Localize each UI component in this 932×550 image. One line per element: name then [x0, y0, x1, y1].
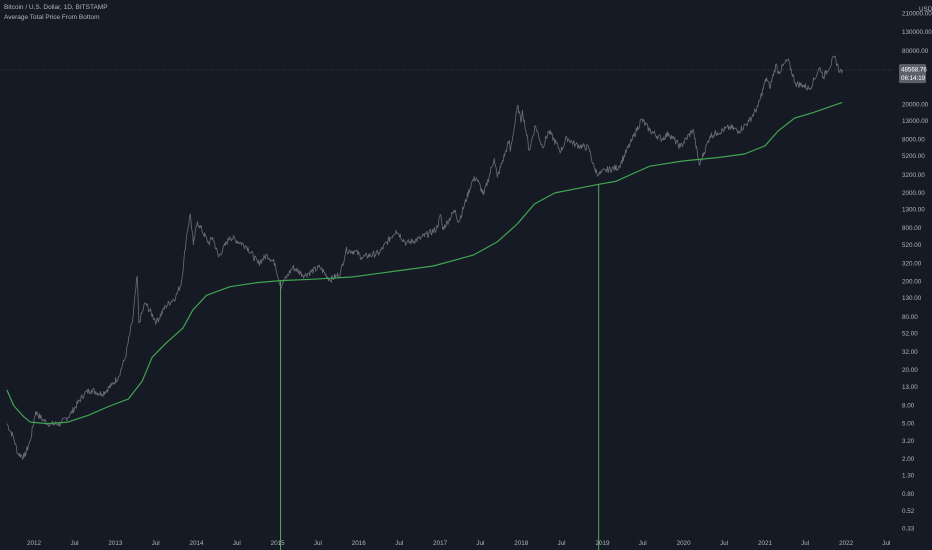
x-tick-label: Jul	[314, 540, 322, 547]
y-tick-label: 5.00	[902, 421, 915, 428]
y-tick-label: 0.52	[902, 508, 915, 515]
y-tick-label: 0.33	[902, 525, 915, 532]
indicator-title[interactable]: Average Total Price From Bottom	[4, 14, 100, 21]
x-tick-label: Jul	[639, 540, 647, 547]
x-tick-label: Jul	[720, 540, 728, 547]
y-tick-label: 0.80	[902, 491, 915, 498]
x-tick-label: Jul	[152, 540, 160, 547]
y-tick-label: 13000.00	[902, 118, 929, 125]
y-tick-label: 2000.00	[902, 190, 925, 197]
x-tick-label: 2015	[271, 540, 286, 547]
x-tick-label: Jul	[558, 540, 566, 547]
x-tick-label: 2012	[27, 540, 42, 547]
x-tick-label: Jul	[476, 540, 484, 547]
x-tick-label: 2017	[433, 540, 448, 547]
y-tick-label: 3.20	[902, 438, 915, 445]
x-tick-label: 2018	[514, 540, 529, 547]
price-axis[interactable]: 210000.00 130000.00 80000.00 20000.00 13000.…	[902, 6, 932, 532]
y-tick-label: 80.00	[902, 314, 918, 321]
time-axis[interactable]: 2012 Jul 2013 Jul 2014 Jul 2015 Jul 2016 Jul 2017 J…	[27, 540, 890, 547]
x-tick-label: 2021	[758, 540, 773, 547]
y-tick-label: 8000.00	[902, 137, 925, 144]
x-tick-label: 2013	[108, 540, 123, 547]
y-tick-label: 52.00	[902, 330, 918, 337]
y-tick-label: 80000.00	[902, 48, 929, 55]
y-tick-label: 8.00	[902, 403, 915, 410]
y-tick-label: 320.00	[902, 260, 922, 267]
bar-countdown: 06:14:19	[901, 75, 926, 82]
btc-price-line	[6, 55, 843, 460]
symbol-title[interactable]: Bitcoin / U.S. Dollar, 1D, BITSTAMP	[4, 4, 108, 11]
x-tick-label: Jul	[395, 540, 403, 547]
x-tick-label: Jul	[233, 540, 241, 547]
y-tick-label: 32.00	[902, 349, 918, 356]
x-tick-label: 2014	[190, 540, 205, 547]
x-tick-label: 2020	[677, 540, 692, 547]
current-price-label-bg	[899, 64, 926, 84]
x-tick-label: 2022	[839, 540, 854, 547]
y-tick-label: 210000.00	[902, 11, 932, 18]
y-tick-label: 200.00	[902, 279, 922, 286]
y-tick-label: 13.00	[902, 384, 918, 391]
x-tick-label: 2019	[595, 540, 610, 547]
x-tick-label: 2016	[352, 540, 367, 547]
y-tick-label: 520.00	[902, 242, 922, 249]
y-tick-label: 5200.00	[902, 153, 925, 160]
y-tick-label: 800.00	[902, 225, 922, 232]
y-tick-label: 1.30	[902, 472, 915, 479]
current-price-value: 48568.76	[901, 67, 927, 74]
y-tick-label: 20000.00	[902, 101, 929, 108]
average-price-from-bottom-line	[6, 101, 843, 425]
y-tick-label: 130000.00	[902, 29, 932, 36]
y-tick-label: 3200.00	[902, 172, 925, 179]
x-tick-label: Jul	[801, 540, 809, 547]
x-tick-label: Jul	[882, 540, 890, 547]
y-tick-label: 1300.00	[902, 207, 925, 214]
y-tick-label: 2.00	[902, 456, 915, 463]
marker-lines	[280, 184, 600, 550]
x-tick-label: Jul	[70, 540, 78, 547]
y-tick-label: 130.00	[902, 295, 922, 302]
currency-label: USD	[919, 6, 932, 13]
y-tick-label: 20.00	[902, 367, 918, 374]
series-lines	[6, 55, 843, 460]
chart-legend: Bitcoin / U.S. Dollar, 1D, BITSTAMP Aver…	[4, 3, 108, 23]
